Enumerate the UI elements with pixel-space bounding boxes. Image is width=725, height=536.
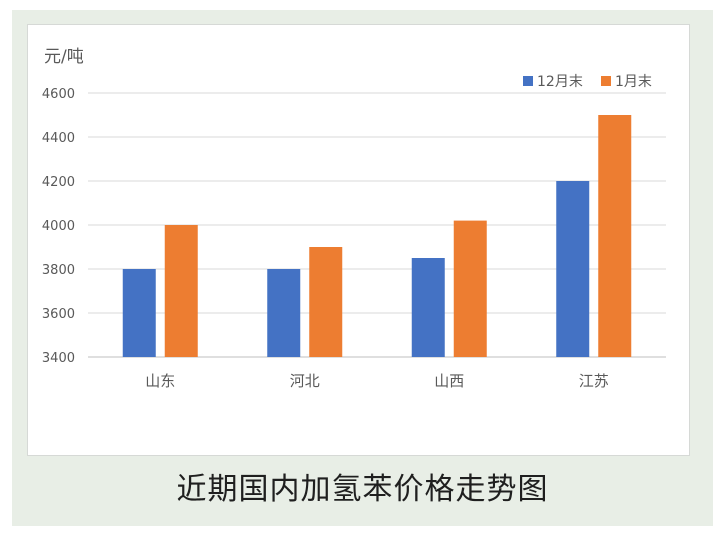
bar xyxy=(556,181,590,357)
bar xyxy=(122,269,156,357)
legend-label: 12月末 xyxy=(537,74,583,90)
legend-label: 1月末 xyxy=(615,74,652,90)
x-tick-label: 山东 xyxy=(145,372,175,390)
x-tick-label: 江苏 xyxy=(579,372,609,390)
legend-swatch xyxy=(523,76,533,86)
y-tick-label: 3600 xyxy=(42,307,75,322)
y-tick-label: 4600 xyxy=(42,87,75,102)
bar xyxy=(453,220,487,357)
y-tick-label: 4200 xyxy=(42,175,75,190)
bar xyxy=(598,115,632,357)
x-tick-label: 河北 xyxy=(290,372,320,390)
y-tick-label: 4000 xyxy=(42,219,75,234)
bar xyxy=(411,258,445,357)
bar xyxy=(267,269,301,357)
y-axis-unit-label: 元/吨 xyxy=(44,47,84,67)
y-tick-label: 3800 xyxy=(42,263,75,278)
x-axis-tick-labels: 山东 河北 山西 江苏 xyxy=(145,372,609,390)
y-axis-tick-labels: 3400 3600 3800 4000 4200 4400 4600 xyxy=(42,87,75,366)
bar xyxy=(164,225,198,357)
bars xyxy=(122,115,632,357)
y-tick-label: 4400 xyxy=(42,131,75,146)
legend-swatch xyxy=(601,76,611,86)
y-tick-label: 3400 xyxy=(42,351,75,366)
figure-caption: 近期国内加氢苯价格走势图 xyxy=(176,472,549,507)
legend: 12月末 1月末 xyxy=(523,74,652,90)
x-tick-label: 山西 xyxy=(434,372,464,390)
bar xyxy=(309,247,343,357)
